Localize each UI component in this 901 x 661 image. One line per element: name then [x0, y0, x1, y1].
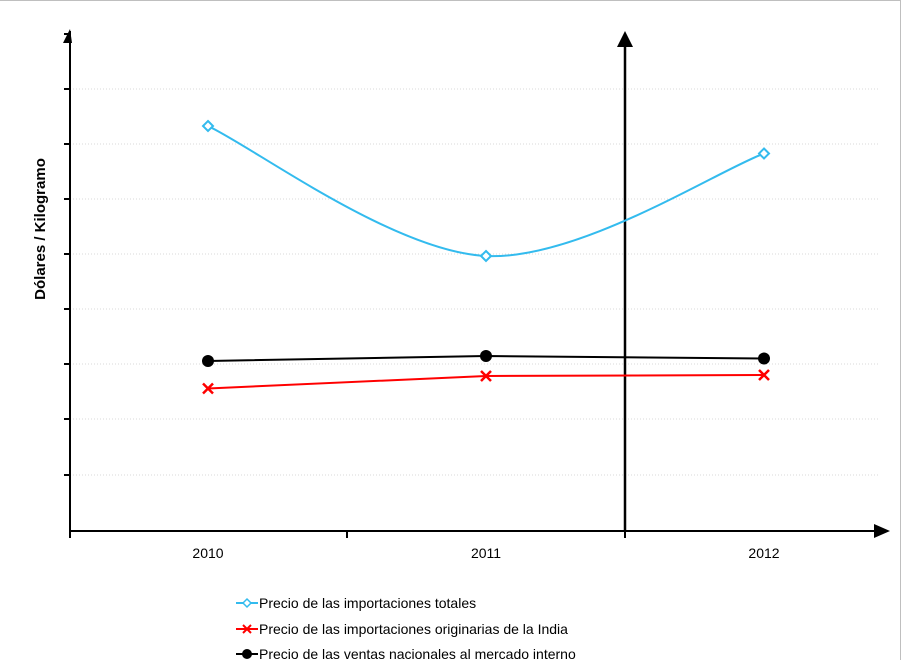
x-tick-label-2012: 2012: [748, 545, 779, 561]
series-0-point-2010: [201, 119, 215, 133]
legend-entry-1: Precio de las importaciones originarias …: [236, 621, 568, 637]
x-axis-arrowhead: [874, 524, 890, 538]
legend: Precio de las importaciones totales Preci…: [236, 595, 576, 661]
series-line-0: [207, 125, 765, 258]
series-layer: [201, 119, 771, 395]
legend-label-0: Precio de las importaciones totales: [259, 595, 476, 611]
x-tick-label-2010: 2010: [192, 545, 223, 561]
tick-labels: 2010 2011 2012: [192, 545, 779, 561]
series-2-point-2011: [480, 350, 492, 362]
series-1-point-2012: [758, 369, 770, 381]
series-2-point-2012: [758, 352, 770, 365]
series-1-point-2011: [480, 370, 492, 382]
legend-entry-0: Precio de las importaciones totales: [236, 595, 476, 611]
series-0: [201, 119, 771, 263]
x-tick-label-2011: 2011: [471, 545, 501, 561]
series-2: [202, 350, 770, 367]
vertical-marker-arrowhead: [617, 31, 633, 47]
legend-label-1: Precio de las importaciones originarias …: [259, 621, 568, 637]
gridlines: [70, 88, 880, 476]
axes: [63, 29, 890, 538]
legend-entry-2: Precio de las ventas nacionales al merca…: [236, 646, 576, 661]
series-0-point-2011: [479, 249, 493, 263]
legend-marker-0: [241, 597, 253, 609]
series-1-point-2010: [202, 382, 214, 395]
series-0-point-2012: [757, 147, 771, 160]
series-2-point-2010: [202, 355, 214, 367]
series-1: [202, 369, 770, 395]
legend-marker-2: [242, 649, 252, 659]
legend-marker-1: [242, 624, 252, 634]
legend-label-2: Precio de las ventas nacionales al merca…: [259, 646, 576, 661]
y-axis-arrowhead: [63, 29, 72, 43]
y-axis-title: Dólares / Kilogramo: [32, 158, 49, 300]
